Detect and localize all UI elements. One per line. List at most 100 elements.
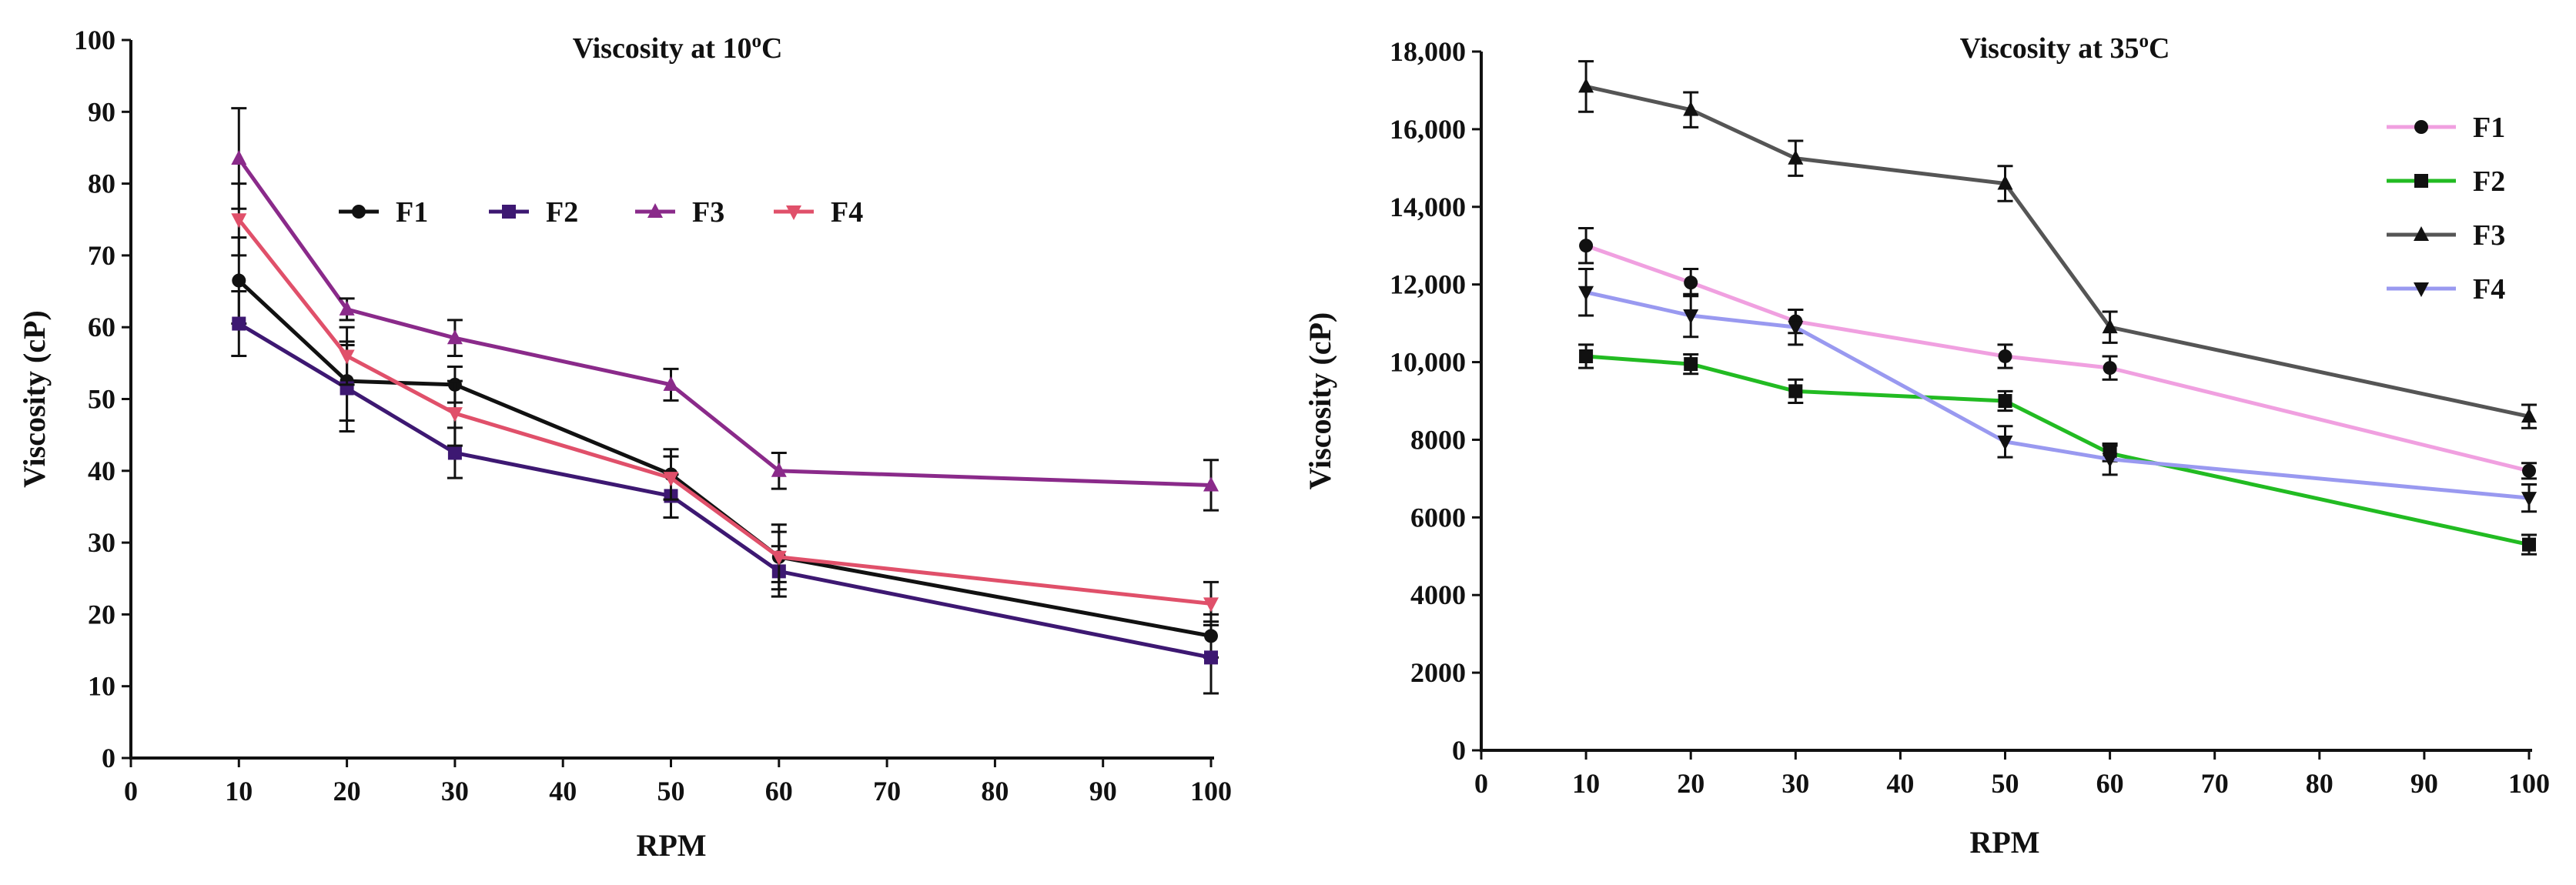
- y-tick-label: 90: [88, 96, 115, 127]
- chart-title: Viscosity at 35oC: [1960, 31, 2170, 65]
- x-tick-label: 50: [657, 776, 685, 807]
- data-point: [1997, 175, 2013, 190]
- data-point: [447, 329, 463, 345]
- x-axis-label: RPM: [636, 828, 706, 863]
- y-tick-label: 6000: [1410, 502, 1466, 533]
- data-point: [663, 376, 679, 391]
- data-point: [1997, 435, 2013, 450]
- y-tick-label: 10: [88, 671, 115, 702]
- data-point: [2103, 361, 2117, 376]
- x-tick-label: 40: [1886, 768, 1914, 799]
- series-f3: [231, 107, 1219, 512]
- legend-marker: [2414, 282, 2429, 297]
- data-point: [1788, 149, 1804, 165]
- chart-viscosity-10c: Viscosity at 10oC 0 10 20 30 40 50 60 70 80 90 100 0…: [17, 25, 1232, 863]
- series-f4: [231, 182, 1219, 626]
- legend-marker: [2414, 226, 2429, 241]
- y-tick-label: 30: [88, 527, 115, 558]
- data-point: [2521, 408, 2537, 423]
- y-tick-label: 2000: [1410, 657, 1466, 688]
- x-tick-label: 100: [1190, 776, 1232, 807]
- legend-label: F3: [692, 196, 724, 229]
- data-point: [1684, 276, 1698, 290]
- legend-marker: [502, 205, 516, 219]
- legend-label: F2: [546, 196, 578, 229]
- data-point: [1578, 286, 1594, 301]
- legend-label: F4: [831, 196, 863, 229]
- x-axis-label: RPM: [1969, 825, 2039, 860]
- y-axis-label: Viscosity (cP): [1303, 312, 1337, 490]
- series-f2: [1578, 343, 2537, 556]
- data-point: [232, 316, 246, 331]
- series-line: [238, 322, 1212, 660]
- y-tick-label: 4000: [1410, 579, 1466, 610]
- data-point: [231, 149, 247, 165]
- x-tick-label: 20: [1677, 768, 1705, 799]
- series-f3: [1578, 60, 2537, 429]
- data-point: [339, 300, 355, 316]
- chart-viscosity-35c: Viscosity at 35oC 0 10 20 30 40 50 60 70 80 90 100 0…: [1303, 31, 2550, 860]
- legend-label: F3: [2473, 219, 2505, 252]
- legend-item-f1: F1: [2387, 112, 2505, 144]
- legend-label: F2: [2473, 165, 2505, 198]
- data-point: [1204, 650, 1218, 665]
- x-tick-label: 90: [2410, 768, 2438, 799]
- series-line: [1585, 354, 2530, 547]
- data-point: [2522, 537, 2536, 552]
- data-point: [1998, 349, 2012, 363]
- series-f4: [1578, 267, 2537, 513]
- x-tick-label: 10: [225, 776, 253, 807]
- chart-title: Viscosity at 10oC: [573, 31, 783, 65]
- y-tick-label: 14,000: [1390, 192, 1466, 222]
- legend-label: F4: [2473, 273, 2505, 306]
- legend-item-f2: F2: [489, 196, 578, 229]
- x-tick-label: 30: [1781, 768, 1809, 799]
- legend-label: F1: [2473, 112, 2505, 144]
- data-point: [1203, 597, 1219, 613]
- series-line: [1585, 243, 2530, 473]
- data-point: [2521, 492, 2537, 507]
- chart-title-degree: o: [751, 31, 761, 52]
- series-line: [237, 157, 1212, 487]
- y-tick-label: 16,000: [1390, 114, 1466, 145]
- legend-item-f1: F1: [339, 196, 428, 229]
- data-point: [1788, 321, 1804, 336]
- data-point: [339, 349, 355, 365]
- data-point: [1578, 78, 1594, 93]
- legend-item-f4: F4: [774, 196, 863, 229]
- x-tick-label: 10: [1572, 768, 1600, 799]
- data-point: [2102, 319, 2118, 334]
- y-tick-label: 8000: [1410, 424, 1466, 455]
- chart-title-unit: C: [761, 32, 782, 65]
- x-tick-label: 80: [981, 776, 1009, 807]
- x-tick-label: 60: [2096, 768, 2124, 799]
- data-point: [2522, 463, 2536, 478]
- data-point: [771, 550, 787, 566]
- data-point: [1203, 476, 1219, 492]
- y-tick-label: 0: [1452, 735, 1466, 766]
- chart-title-unit: C: [2149, 32, 2170, 65]
- y-tick-label: 80: [88, 169, 115, 199]
- data-point: [447, 407, 463, 422]
- legend-marker: [786, 205, 801, 220]
- y-tick-label: 18,000: [1390, 36, 1466, 67]
- data-point: [771, 462, 787, 477]
- x-tick-label: 60: [765, 776, 793, 807]
- y-tick-label: 60: [88, 312, 115, 342]
- data-point: [1788, 384, 1803, 399]
- chart-title-text: Viscosity at 35: [1960, 32, 2139, 65]
- series-f1: [1578, 227, 2537, 480]
- legend-label: F1: [396, 196, 428, 229]
- y-tick-label: 12,000: [1390, 269, 1466, 300]
- chart-title-text: Viscosity at 10: [573, 32, 752, 65]
- legend-marker: [352, 205, 366, 219]
- data-point: [2102, 453, 2118, 468]
- data-point: [1579, 349, 1594, 363]
- legend-item-f4: F4: [2387, 273, 2505, 306]
- legend-item-f3: F3: [2387, 219, 2505, 252]
- data-point: [1683, 101, 1699, 116]
- x-tick-label: 20: [333, 776, 361, 807]
- series-f2: [231, 290, 1219, 695]
- legend-marker: [2414, 174, 2428, 188]
